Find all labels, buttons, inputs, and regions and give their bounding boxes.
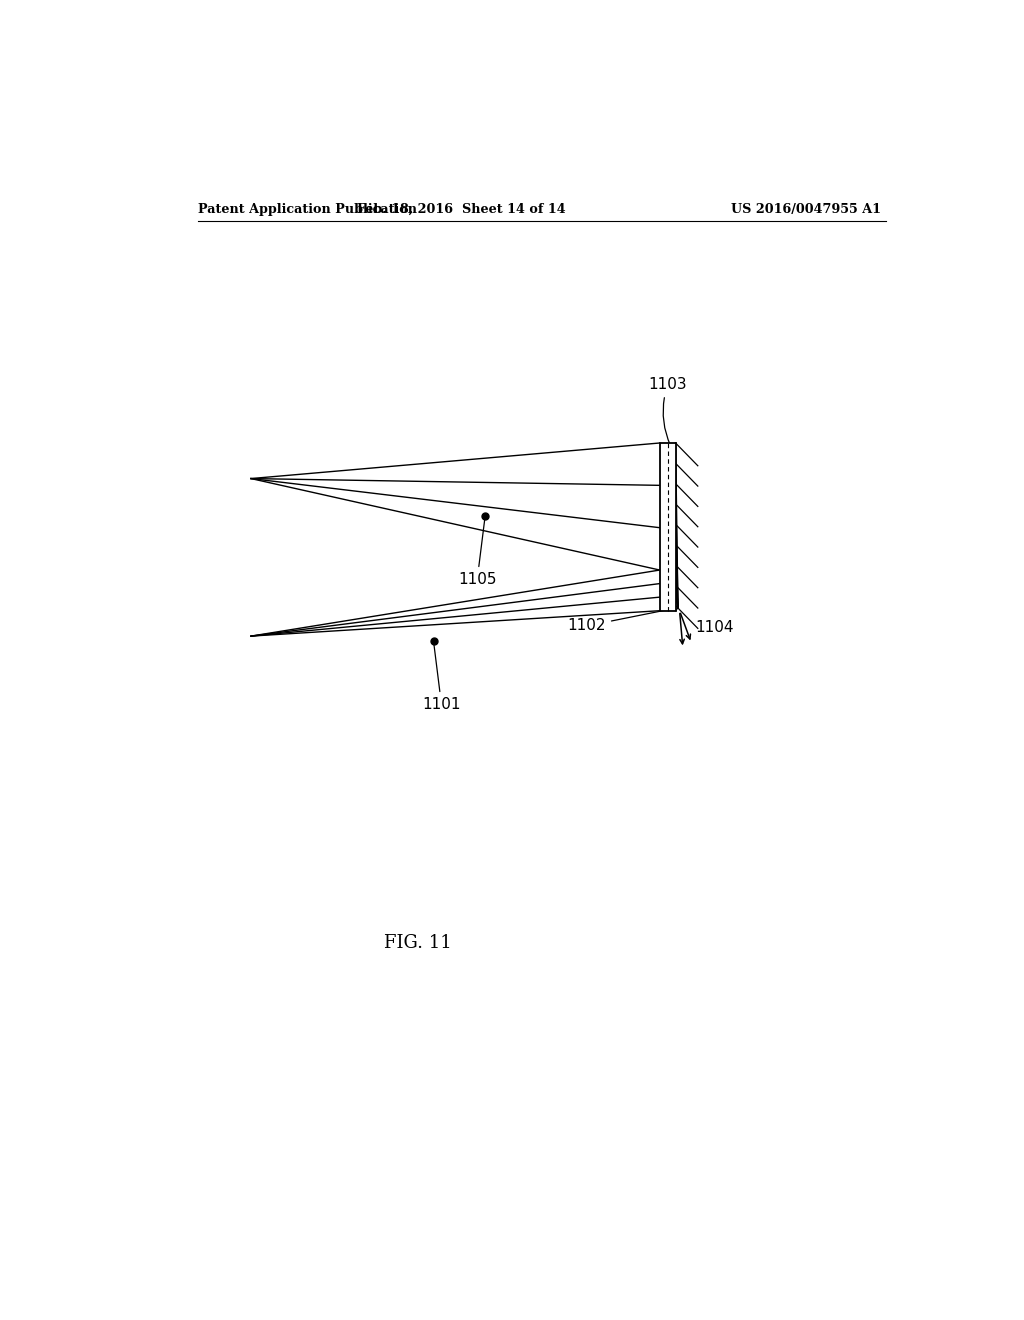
Text: US 2016/0047955 A1: US 2016/0047955 A1 xyxy=(731,203,881,215)
Text: 1101: 1101 xyxy=(422,644,461,711)
Text: 1105: 1105 xyxy=(458,519,497,587)
Text: 1103: 1103 xyxy=(648,378,687,446)
Text: 1102: 1102 xyxy=(567,609,675,634)
Text: Feb. 18, 2016  Sheet 14 of 14: Feb. 18, 2016 Sheet 14 of 14 xyxy=(357,203,565,215)
Text: Patent Application Publication: Patent Application Publication xyxy=(198,203,417,215)
Text: FIG. 11: FIG. 11 xyxy=(384,935,452,952)
Text: 1104: 1104 xyxy=(695,620,734,635)
Bar xyxy=(659,444,676,611)
